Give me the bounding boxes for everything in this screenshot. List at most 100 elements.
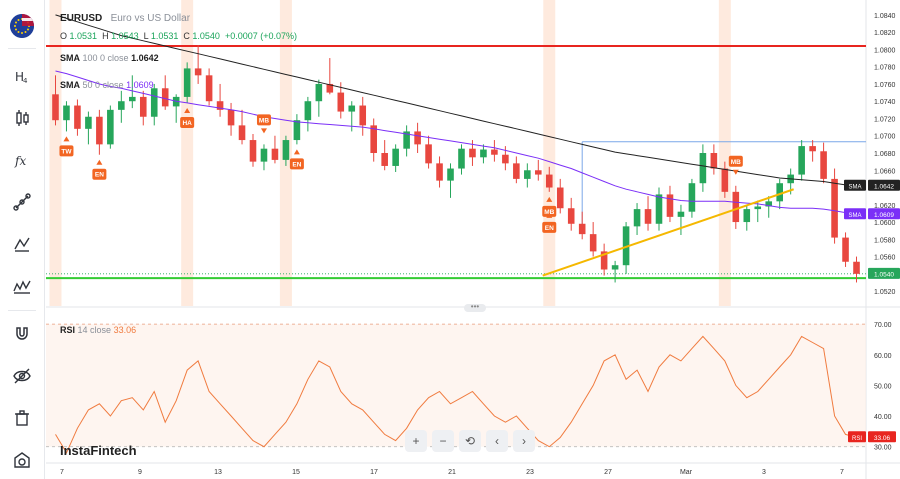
candle-body <box>271 148 279 160</box>
time-tick-label: 17 <box>370 469 378 476</box>
ohlc-legend: O 1.0531 H 1.0543 L 1.0531 C 1.0540 +0.0… <box>60 31 297 41</box>
candle-body <box>216 101 224 110</box>
candle-body <box>666 194 674 217</box>
svg-text:H: H <box>15 70 24 84</box>
signal-arrow <box>732 169 739 175</box>
candle-body <box>293 120 301 141</box>
rsi-legend[interactable]: RSI 14 close 33.06 <box>60 325 136 335</box>
signal-badge-label: EN <box>292 161 301 168</box>
candle-body <box>491 149 498 155</box>
candle-body <box>425 144 432 164</box>
signal-badge <box>289 158 304 170</box>
signal-badge-label: HA <box>182 120 192 127</box>
signal-badge <box>542 221 557 233</box>
sma50-name: SMA <box>60 80 80 90</box>
draw-lines-icon[interactable] <box>6 186 38 218</box>
candle-body <box>63 105 70 121</box>
rsi-tag <box>868 431 896 443</box>
price-tick-label: 1.0560 <box>874 255 896 262</box>
candle-body <box>304 101 312 121</box>
candles-icon[interactable] <box>6 102 38 134</box>
price-tick-label: 1.0820 <box>874 30 896 37</box>
candle-body <box>52 94 59 121</box>
waves-icon[interactable] <box>6 270 38 302</box>
candle-body <box>732 191 740 223</box>
candle-body <box>743 209 751 223</box>
rsi-tick-label: 30.00 <box>874 445 892 452</box>
zoom-out-button[interactable]: − <box>432 430 454 452</box>
price-tick-label: 1.0760 <box>874 82 896 89</box>
rsi-name: RSI <box>60 325 76 335</box>
time-tick-label: 21 <box>448 469 456 476</box>
rsi-tag-name: RSI <box>852 436 862 442</box>
rsi-params: 14 close <box>77 325 112 335</box>
candle-body <box>74 105 81 129</box>
candle-body <box>721 168 729 192</box>
candle-body <box>107 109 114 145</box>
sma50-legend[interactable]: SMA 50 0 close 1.0609 <box>60 80 154 90</box>
candle-body <box>348 105 356 112</box>
signal-badge <box>92 168 107 180</box>
candle-body <box>853 261 860 274</box>
candle-body <box>139 96 147 117</box>
sma100-name: SMA <box>60 53 80 63</box>
rsi-tag-value: 33.06 <box>874 435 891 442</box>
rsi-tag-name-bg <box>848 431 866 443</box>
ohlc-c-label: C <box>183 31 190 41</box>
eye-off-icon[interactable] <box>6 360 38 392</box>
candle-body <box>370 125 377 153</box>
signal-badge-label: MB <box>731 159 741 166</box>
symbol-description: Euro vs US Dollar <box>110 13 191 24</box>
brand-logo: InstaFintech <box>60 443 137 458</box>
sma100-legend[interactable]: SMA 100 0 close 1.0642 <box>60 53 159 63</box>
candle-body <box>765 201 773 207</box>
magnet-icon[interactable] <box>6 318 38 350</box>
svg-text:4: 4 <box>23 77 28 85</box>
time-tick-label: 7 <box>60 469 64 476</box>
signal-badge-label: EN <box>95 172 104 179</box>
reset-view-button[interactable]: ⟲ <box>459 430 481 452</box>
scroll-right-button[interactable]: › <box>513 430 535 452</box>
candle-body <box>458 148 465 169</box>
trash-icon[interactable] <box>6 402 38 434</box>
price-tag-name-bg <box>844 179 866 191</box>
candle-body <box>809 146 816 152</box>
candle-body <box>688 183 696 212</box>
candle-body <box>392 148 399 166</box>
rsi-value: 33.06 <box>113 325 137 335</box>
sma100-value: 1.0642 <box>131 53 159 63</box>
zoom-in-button[interactable]: + <box>405 430 427 452</box>
fx-indicator-icon[interactable]: fx <box>6 144 38 176</box>
scroll-left-button[interactable]: ‹ <box>486 430 508 452</box>
price-tag <box>868 208 900 220</box>
trend-line <box>542 188 794 277</box>
price-tick-label: 1.0780 <box>874 65 896 72</box>
pattern-tool-icon[interactable] <box>6 228 38 260</box>
price-tick-label: 1.0600 <box>874 220 896 227</box>
candle-body <box>633 209 641 227</box>
price-tick-label: 1.0740 <box>874 99 896 106</box>
candle-body <box>524 170 531 179</box>
signal-arrow <box>63 136 70 142</box>
time-tick-label: 27 <box>604 469 612 476</box>
candle-body <box>842 237 849 262</box>
candle-body <box>403 131 410 149</box>
signal-badge <box>256 114 271 126</box>
candle-body <box>337 92 345 112</box>
symbol-name: EURUSD <box>60 13 103 24</box>
price-tag-name-bg <box>844 208 866 220</box>
price-tick-label: 1.0680 <box>874 151 896 158</box>
candle-body <box>798 146 805 175</box>
sma100-params: 100 0 close <box>82 53 129 63</box>
signal-highlight-column <box>49 0 62 306</box>
signal-highlight-column <box>718 0 731 306</box>
candle-body <box>381 153 388 166</box>
camera-icon[interactable] <box>6 444 38 476</box>
candle-body <box>85 116 92 129</box>
price-tick-label: 1.0520 <box>874 289 896 296</box>
signal-arrow <box>546 212 553 218</box>
pane-resize-handle[interactable]: ••• <box>464 303 486 312</box>
signal-badge-label: MB <box>544 209 554 216</box>
